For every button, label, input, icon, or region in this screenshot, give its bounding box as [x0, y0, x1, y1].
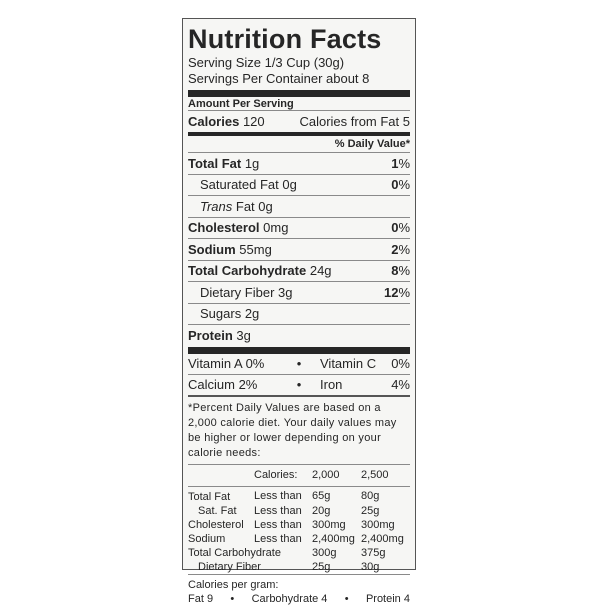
table-row: Sat. Fat Less than 20g 25g: [188, 504, 410, 518]
table-cell: 30g: [361, 561, 380, 573]
table-cell: Less than: [254, 489, 302, 502]
nutrient-name: Protein: [188, 328, 233, 344]
nutrient-name: Saturated Fat: [200, 177, 279, 193]
table-cell: 80g: [361, 489, 380, 502]
vitamin-item: Vitamin C 0%: [320, 356, 410, 372]
calories-per-gram-item: Protein 4: [365, 593, 410, 605]
table-cell: Less than: [254, 505, 302, 517]
nutrient-name: Total Carbohydrate: [188, 263, 307, 279]
table-row: Sodium Less than 2,400mg 2,400mg: [188, 532, 410, 546]
nutrient-row: Total Carbohydrate 24g 8%: [188, 261, 410, 282]
nutrient-name: Total Fat: [188, 155, 242, 171]
calories-per-gram-item: Fat 9: [188, 593, 214, 605]
nutrient-amount: 0mg: [263, 220, 289, 236]
bullet: •: [296, 377, 302, 393]
nutrient-daily-value: 2%: [391, 241, 410, 257]
bullet: •: [230, 593, 235, 605]
nutrition-facts-label: Nutrition Facts Serving Size 1/3 Cup (30…: [182, 18, 416, 605]
nutrient-row: Protein 3g: [188, 325, 410, 347]
table-cell: 25g: [312, 561, 331, 573]
table-cell: Sat. Fat: [198, 505, 237, 517]
daily-value-header: % Daily Value*: [188, 136, 410, 153]
vitamin-list: Vitamin A 0% • Vitamin C 0% Calcium 2% • Iron 4…: [188, 354, 410, 397]
table-cell: 300mg: [312, 519, 346, 531]
footnote: *Percent Daily Values are based on a 2,0…: [188, 397, 410, 465]
daily-value-table: Calories: 2,000 2,500 Total Fat Less than 65g…: [188, 465, 410, 576]
nutrient-row: Sugars 2g: [188, 304, 410, 325]
bullet: •: [296, 356, 302, 372]
nutrient-amount: 1g: [244, 155, 260, 171]
nutrient-name: Cholesterol: [188, 220, 260, 236]
table-cell: 375g: [361, 547, 386, 559]
nutrient-amount: Fat 0g: [235, 198, 273, 214]
calories-label: Calories: [188, 114, 240, 129]
table-cell: Calories:: [254, 469, 298, 482]
calories-per-gram-item: Carbohydrate 4: [251, 593, 328, 605]
nutrient-name: Trans: [200, 198, 233, 214]
nutrient-amount: 2g: [244, 306, 260, 322]
table-cell: 300g: [312, 547, 337, 559]
calories-value: 120: [242, 114, 265, 129]
nutrient-daily-value: 0%: [391, 177, 410, 193]
table-cell: Less than: [254, 533, 302, 545]
table-cell: 2,000: [312, 469, 340, 482]
nutrient-row: Sodium 55mg 2%: [188, 239, 410, 261]
serving-size: Serving Size 1/3 Cup (30g): [188, 55, 345, 70]
table-cell: 300mg: [361, 519, 395, 531]
servings-per-container: Servings Per Container about 8: [188, 71, 370, 86]
nutrient-amount: 3g: [278, 284, 293, 300]
vitamin-row: Calcium 2% • Iron 4%: [188, 375, 410, 397]
calories-per-gram: Calories per gram:: [188, 579, 279, 591]
table-row: Calories: 2,000 2,500: [188, 465, 410, 487]
table-row: Total Fat Less than 65g 80g: [188, 487, 410, 505]
table-cell: 25g: [361, 505, 380, 517]
nutrient-row: Trans Fat 0g: [188, 196, 410, 218]
table-cell: Less than: [254, 519, 302, 531]
nutrient-daily-value: 12%: [383, 284, 410, 300]
nutrient-amount: 55mg: [239, 241, 272, 257]
table-cell: 2,400mg: [312, 533, 355, 545]
table-cell: Sodium: [188, 533, 226, 545]
nutrient-name: Sodium: [188, 241, 236, 257]
nutrient-daily-value: 1%: [391, 155, 410, 171]
calories-row: Calories 120 Calories from Fat 5: [188, 111, 410, 132]
label-title: Nutrition Facts: [188, 24, 382, 54]
table-cell: Cholesterol: [188, 519, 244, 531]
table-row: Total Carbohydrate 300g 375g: [188, 546, 410, 560]
nutrient-list: Total Fat 1g 1% Saturated Fat 0g 0% Trans Fa…: [188, 153, 410, 347]
nutrient-row: Cholesterol 0mg 0%: [188, 218, 410, 239]
bullet: •: [344, 593, 349, 605]
vitamin-item: Iron 4%: [320, 377, 410, 393]
table-cell: Total Fat: [188, 491, 231, 503]
table-row: Cholesterol Less than 300mg 300mg: [188, 518, 410, 532]
table-cell: 65g: [312, 489, 331, 502]
amount-per-serving: Amount Per Serving: [188, 97, 410, 111]
table-cell: [188, 465, 254, 487]
nutrient-row: Saturated Fat 0g 0%: [188, 175, 410, 196]
table-cell: 2,500: [361, 469, 389, 482]
nutrient-row: Dietary Fiber 3g 12%: [188, 282, 410, 304]
medium-divider: [188, 132, 410, 136]
nutrient-name: Dietary Fiber: [200, 284, 275, 300]
nutrient-amount: 0g: [282, 177, 297, 193]
thick-divider: [188, 346, 410, 354]
nutrient-amount: 3g: [236, 328, 251, 344]
nutrient-amount: 24g: [309, 263, 332, 279]
nutrient-name: Sugars: [200, 306, 242, 322]
table-row: Dietary Fiber 25g 30g: [188, 560, 410, 575]
table-cell: Total Carbohydrate: [188, 547, 281, 559]
calories-per-gram-values: Fat 9 • Carbohydrate 4 • Protein 4: [188, 592, 410, 606]
calories-from-fat: Calories from Fat 5: [299, 114, 410, 129]
thick-divider: [188, 90, 410, 97]
nutrient-daily-value: 0%: [391, 220, 410, 236]
table-cell: 2,400mg: [361, 533, 404, 545]
nutrient-daily-value: 8%: [391, 263, 410, 279]
nutrient-row: Total Fat 1g 1%: [188, 153, 410, 175]
table-cell: 20g: [312, 505, 331, 517]
vitamin-item: Vitamin A 0%: [188, 356, 265, 372]
vitamin-row: Vitamin A 0% • Vitamin C 0%: [188, 354, 410, 375]
vitamin-item: Calcium 2%: [188, 377, 258, 393]
table-cell: Dietary Fiber: [198, 561, 261, 573]
